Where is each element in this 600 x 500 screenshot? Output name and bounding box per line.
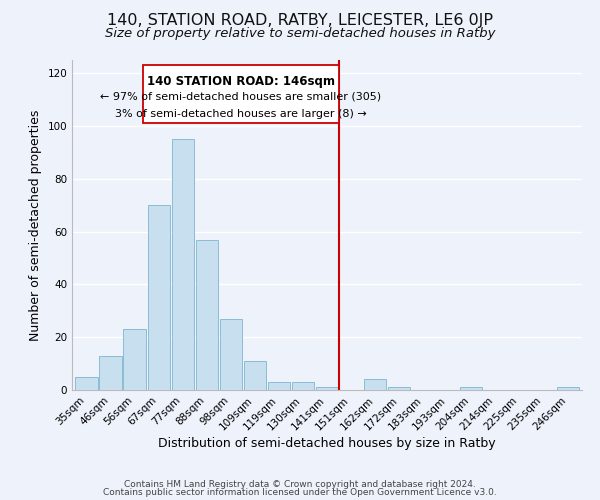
Y-axis label: Number of semi-detached properties: Number of semi-detached properties [29,110,42,340]
Text: Contains public sector information licensed under the Open Government Licence v3: Contains public sector information licen… [103,488,497,497]
Bar [143,66,339,124]
Bar [388,388,410,390]
Text: Size of property relative to semi-detached houses in Ratby: Size of property relative to semi-detach… [105,28,495,40]
Bar [148,205,170,390]
Text: 140 STATION ROAD: 146sqm: 140 STATION ROAD: 146sqm [147,74,335,88]
Text: ← 97% of semi-detached houses are smaller (305): ← 97% of semi-detached houses are smalle… [100,92,382,102]
Bar [76,377,98,390]
Bar [292,382,314,390]
Bar [316,388,338,390]
Text: 140, STATION ROAD, RATBY, LEICESTER, LE6 0JP: 140, STATION ROAD, RATBY, LEICESTER, LE6… [107,12,493,28]
Bar [557,388,578,390]
Bar [364,380,386,390]
Bar [220,318,242,390]
Bar [124,330,146,390]
Bar [268,382,290,390]
Text: Contains HM Land Registry data © Crown copyright and database right 2024.: Contains HM Land Registry data © Crown c… [124,480,476,489]
Bar [196,240,218,390]
Bar [100,356,122,390]
Bar [244,361,266,390]
X-axis label: Distribution of semi-detached houses by size in Ratby: Distribution of semi-detached houses by … [158,438,496,450]
Text: 3% of semi-detached houses are larger (8) →: 3% of semi-detached houses are larger (8… [115,109,367,119]
Bar [460,388,482,390]
Bar [172,139,194,390]
